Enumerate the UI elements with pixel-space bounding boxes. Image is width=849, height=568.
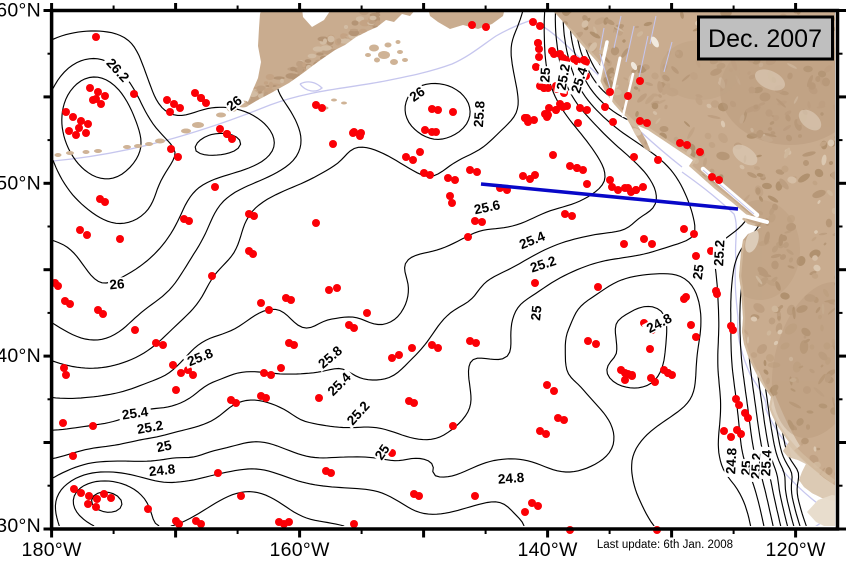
svg-text:140°W: 140°W xyxy=(517,539,578,561)
svg-text:30°N: 30°N xyxy=(0,515,41,537)
svg-text:25: 25 xyxy=(155,437,173,455)
svg-text:25.6: 25.6 xyxy=(473,197,502,217)
svg-text:40°N: 40°N xyxy=(0,345,41,367)
svg-text:50°N: 50°N xyxy=(0,172,41,194)
svg-text:180°W: 180°W xyxy=(21,539,82,561)
svg-text:24.8: 24.8 xyxy=(148,461,176,479)
svg-text:26: 26 xyxy=(109,276,126,292)
svg-text:24.8: 24.8 xyxy=(497,470,525,487)
svg-text:Dec. 2007: Dec. 2007 xyxy=(708,25,822,53)
svg-text:120°W: 120°W xyxy=(765,539,826,561)
svg-text:25.2: 25.2 xyxy=(136,418,164,437)
svg-text:25.2: 25.2 xyxy=(711,240,727,267)
svg-text:Last update: 6th Jan. 2008: Last update: 6th Jan. 2008 xyxy=(597,539,733,551)
svg-text:25: 25 xyxy=(528,304,545,321)
svg-text:25.2: 25.2 xyxy=(554,63,573,91)
svg-text:160°W: 160°W xyxy=(269,539,330,561)
svg-text:60°N: 60°N xyxy=(0,0,41,22)
svg-text:24.8: 24.8 xyxy=(723,447,739,475)
svg-text:25.4: 25.4 xyxy=(758,449,774,477)
svg-text:25.8: 25.8 xyxy=(471,100,488,128)
svg-text:25: 25 xyxy=(690,263,707,280)
svg-text:25: 25 xyxy=(537,67,553,83)
svg-text:25.4: 25.4 xyxy=(121,404,150,423)
